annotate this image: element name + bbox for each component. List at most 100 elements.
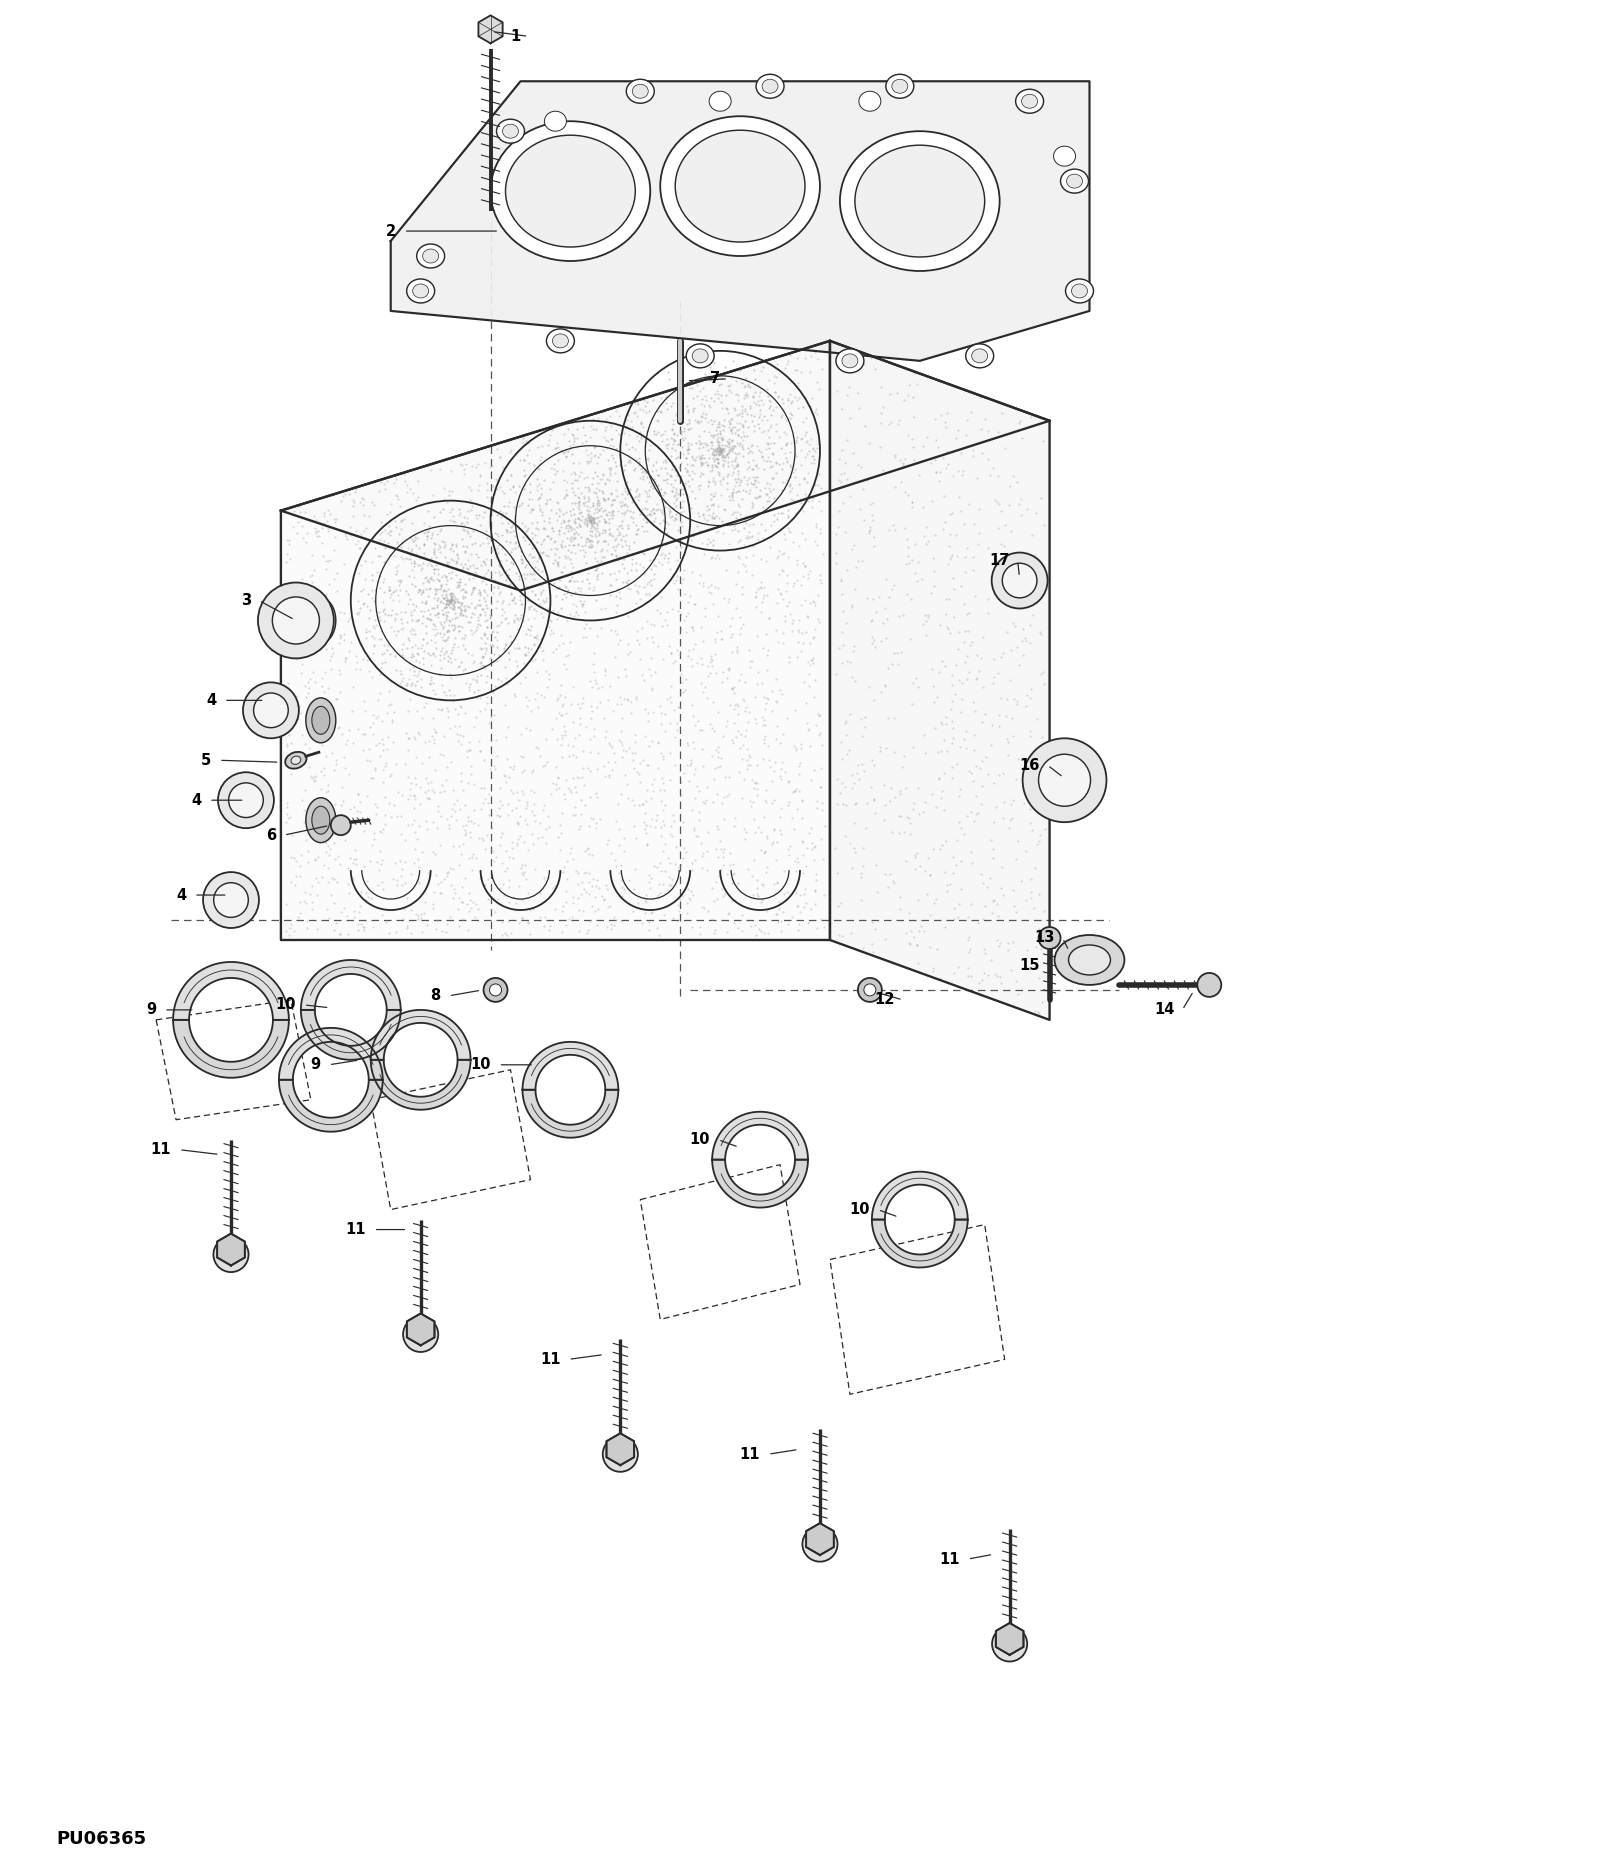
Circle shape <box>992 1627 1027 1661</box>
Text: 16: 16 <box>1019 758 1040 773</box>
Circle shape <box>992 552 1048 608</box>
Circle shape <box>229 784 264 817</box>
Polygon shape <box>606 1433 634 1465</box>
Text: 6: 6 <box>266 829 275 843</box>
Ellipse shape <box>552 334 568 347</box>
Ellipse shape <box>306 597 336 644</box>
Polygon shape <box>712 1112 808 1159</box>
Text: 11: 11 <box>346 1222 366 1237</box>
Circle shape <box>1038 754 1091 806</box>
Ellipse shape <box>544 112 566 131</box>
Ellipse shape <box>306 698 336 743</box>
Text: 13: 13 <box>1034 931 1054 946</box>
Ellipse shape <box>886 75 914 99</box>
Text: 14: 14 <box>1154 1002 1174 1017</box>
Ellipse shape <box>413 284 429 299</box>
Circle shape <box>331 815 350 836</box>
Polygon shape <box>806 1523 834 1554</box>
Ellipse shape <box>1067 174 1083 188</box>
Polygon shape <box>523 1090 618 1138</box>
Text: 2: 2 <box>386 224 395 239</box>
Text: 1: 1 <box>510 28 520 43</box>
Polygon shape <box>278 1028 382 1080</box>
Ellipse shape <box>547 328 574 353</box>
Ellipse shape <box>506 134 635 246</box>
Ellipse shape <box>891 78 907 93</box>
Circle shape <box>1022 739 1107 823</box>
Text: 10: 10 <box>690 1133 710 1148</box>
Polygon shape <box>478 15 502 43</box>
Polygon shape <box>390 82 1090 360</box>
Text: 4: 4 <box>190 793 202 808</box>
Ellipse shape <box>312 606 330 634</box>
Ellipse shape <box>491 121 650 261</box>
Ellipse shape <box>1053 146 1075 166</box>
Circle shape <box>858 978 882 1002</box>
Polygon shape <box>523 1041 618 1090</box>
Text: 11: 11 <box>150 1142 171 1157</box>
Circle shape <box>218 773 274 829</box>
Ellipse shape <box>502 125 518 138</box>
Circle shape <box>258 582 334 659</box>
Circle shape <box>243 683 299 739</box>
Ellipse shape <box>686 343 714 368</box>
Polygon shape <box>872 1172 968 1220</box>
Text: 9: 9 <box>146 1002 157 1017</box>
Ellipse shape <box>859 91 882 112</box>
Ellipse shape <box>1054 935 1125 985</box>
Text: 11: 11 <box>939 1551 960 1567</box>
Ellipse shape <box>661 116 819 256</box>
Circle shape <box>864 983 875 996</box>
Circle shape <box>802 1526 837 1562</box>
Ellipse shape <box>971 349 987 362</box>
Text: 5: 5 <box>200 752 211 767</box>
Text: 11: 11 <box>739 1446 760 1461</box>
Circle shape <box>213 1237 248 1273</box>
Ellipse shape <box>854 146 984 258</box>
Polygon shape <box>218 1233 245 1265</box>
Ellipse shape <box>1022 95 1037 108</box>
Polygon shape <box>995 1623 1024 1655</box>
Ellipse shape <box>762 78 778 93</box>
Ellipse shape <box>406 280 435 302</box>
Circle shape <box>483 978 507 1002</box>
Ellipse shape <box>966 343 994 368</box>
Circle shape <box>1197 972 1221 996</box>
Circle shape <box>403 1317 438 1353</box>
Text: 10: 10 <box>470 1058 491 1073</box>
Ellipse shape <box>312 806 330 834</box>
Ellipse shape <box>757 75 784 99</box>
Polygon shape <box>173 1021 290 1079</box>
Polygon shape <box>282 341 830 940</box>
Text: 8: 8 <box>430 989 440 1004</box>
Text: 9: 9 <box>310 1058 322 1073</box>
Ellipse shape <box>496 119 525 144</box>
Text: 17: 17 <box>989 552 1010 567</box>
Circle shape <box>253 692 288 728</box>
Ellipse shape <box>1069 944 1110 974</box>
Text: 4: 4 <box>206 692 216 707</box>
Ellipse shape <box>422 248 438 263</box>
Ellipse shape <box>675 131 805 243</box>
Polygon shape <box>830 341 1050 1021</box>
Polygon shape <box>173 963 290 1021</box>
Ellipse shape <box>632 84 648 99</box>
Circle shape <box>490 983 501 996</box>
Polygon shape <box>371 1060 470 1110</box>
Polygon shape <box>712 1159 808 1207</box>
Ellipse shape <box>842 355 858 368</box>
Text: 10: 10 <box>850 1202 870 1217</box>
Circle shape <box>603 1437 638 1472</box>
Text: 15: 15 <box>1019 959 1040 974</box>
Ellipse shape <box>285 752 307 769</box>
Ellipse shape <box>1066 280 1093 302</box>
Text: 7: 7 <box>710 371 720 386</box>
Text: 10: 10 <box>275 998 296 1013</box>
Polygon shape <box>301 959 400 1010</box>
Text: 12: 12 <box>875 993 894 1008</box>
Polygon shape <box>872 1220 968 1267</box>
Circle shape <box>1002 564 1037 597</box>
Ellipse shape <box>693 349 709 362</box>
Polygon shape <box>282 341 1050 590</box>
Ellipse shape <box>1072 284 1088 299</box>
